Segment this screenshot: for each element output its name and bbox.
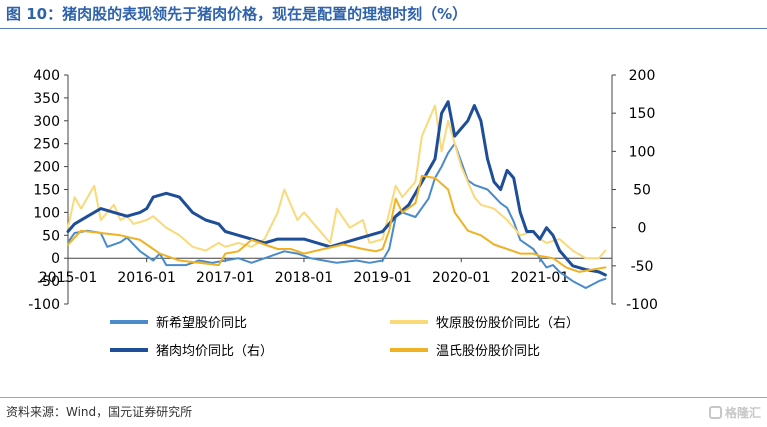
figure-title: 图 10：猪肉股的表现领先于猪肉价格，现在是配置的理想时刻（%） — [6, 5, 468, 23]
watermark-logo-icon — [708, 406, 722, 419]
left-tick-label: 300 — [33, 114, 60, 130]
x-tick-label: 2018-01 — [275, 270, 334, 286]
left-tick-label: -100 — [28, 297, 60, 313]
left-tick-label: 100 — [33, 205, 60, 221]
x-tick-label: 2020-01 — [432, 270, 491, 286]
x-tick-label: 2016-01 — [117, 270, 176, 286]
footer-divider — [0, 397, 767, 398]
right-tick-label: -50 — [631, 259, 654, 275]
chart-axes: -100 -50 0 50 100 150 200 250 300 350 400 -100 -50 0 5… — [28, 68, 658, 313]
left-tick-label: 250 — [33, 137, 60, 153]
legend-label: 牧原股份股价同比（右） — [436, 316, 579, 331]
chart-legend: 新希望股价同比 牧原股份股价同比（右） 猪肉均价同比（右） 温氏股份股价同比 — [110, 315, 579, 359]
left-tick-label: 200 — [33, 160, 60, 176]
x-tick-label: 2021-01 — [511, 270, 570, 286]
line-chart: -100 -50 0 50 100 150 200 250 300 350 400 -100 -50 0 5… — [28, 68, 658, 359]
series-line-4 — [67, 174, 607, 273]
legend-label: 温氏股份股价同比 — [436, 344, 540, 359]
left-tick-label: -50 — [37, 274, 60, 290]
left-tick-label: 50 — [42, 228, 60, 244]
legend-label: 猪肉均价同比（右） — [156, 344, 273, 359]
right-tick-label: 0 — [638, 221, 647, 237]
left-tick-label: 150 — [33, 183, 60, 199]
source-note: 资料来源：Wind，国元证券研究所 — [6, 405, 193, 419]
right-tick-label: -100 — [626, 297, 658, 313]
left-tick-label: 350 — [33, 91, 60, 107]
watermark-text: 格隆汇 — [724, 406, 761, 420]
right-tick-label: 150 — [629, 106, 656, 122]
x-tick-label: 2015-01 — [39, 270, 98, 286]
watermark: 格隆汇 — [708, 404, 761, 421]
series-line-2 — [67, 104, 607, 260]
left-tick-label: 0 — [51, 251, 60, 267]
series-line-1 — [67, 142, 607, 289]
x-tick-label: 2017-01 — [196, 270, 255, 286]
series-line-3 — [66, 100, 607, 277]
chart-series — [66, 100, 607, 289]
right-tick-label: 50 — [633, 183, 651, 199]
legend-label: 新希望股价同比 — [156, 315, 247, 331]
left-tick-label: 400 — [33, 68, 60, 84]
x-tick-label: 2019-01 — [353, 270, 412, 286]
title-divider — [0, 28, 767, 29]
right-tick-label: 100 — [629, 144, 656, 160]
right-tick-label: 200 — [629, 68, 656, 84]
